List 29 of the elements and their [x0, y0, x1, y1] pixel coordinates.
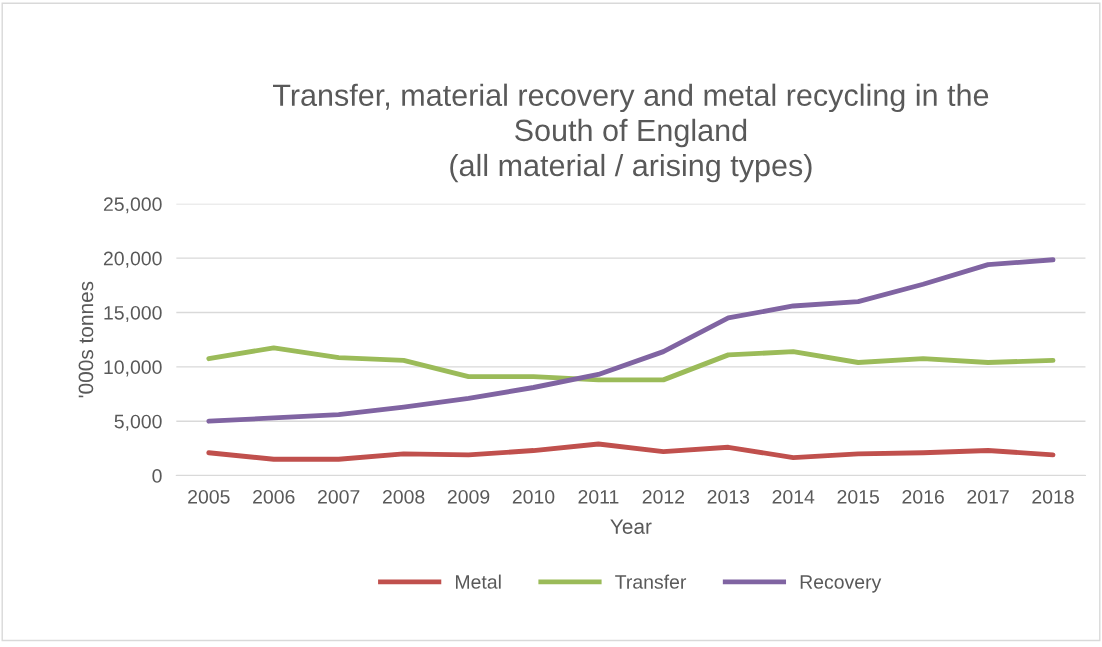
line-series: [206, 345, 1056, 383]
x-tick-label: 2006: [253, 489, 295, 504]
y-tick-label: 5,000: [114, 414, 162, 431]
line-series: [206, 257, 1056, 424]
legend-label: Metal: [455, 574, 501, 589]
y-axis-title: '000s tonnes: [78, 281, 94, 398]
x-tick-label: 2007: [318, 489, 360, 504]
x-tick-label: 2010: [512, 489, 555, 504]
y-tick-label: 10,000: [104, 360, 162, 377]
chart-title: Transfer, material recovery and metal recycling in the South of England (all material / arising types): [273, 83, 989, 183]
y-tick-label: 20,000: [103, 251, 162, 268]
y-tick-label: 0: [152, 469, 162, 483]
x-tick-label: 2017: [967, 489, 1009, 504]
x-tick-label: 2016: [902, 489, 944, 504]
x-tick-label: 2014: [772, 489, 815, 504]
x-tick-label: 2011: [578, 489, 619, 504]
x-tick-label: 2009: [447, 489, 490, 504]
x-tick-label: 2012: [642, 489, 685, 504]
x-axis-title: Year: [610, 519, 652, 534]
legend-label: Recovery: [800, 575, 882, 593]
y-tick-label: 25,000: [103, 197, 162, 214]
x-tick-label: 2008: [382, 489, 425, 504]
legend-label: Transfer: [615, 574, 687, 589]
x-tick-label: 2005: [188, 489, 230, 504]
x-tick-label: 2013: [707, 489, 750, 504]
line-series: [206, 441, 1056, 462]
x-tick-label: 2015: [837, 489, 879, 504]
y-tick-label: 15,000: [104, 305, 162, 323]
x-tick-label: 2018: [1032, 489, 1074, 504]
